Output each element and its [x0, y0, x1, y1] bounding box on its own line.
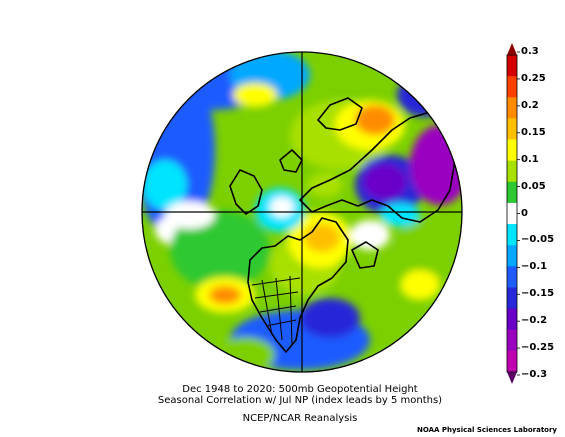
colorbar-segment: [507, 139, 517, 162]
colorbar-segment: [507, 76, 517, 98]
colorbar-segment: [507, 308, 517, 331]
map-title-line2: Seasonal Correlation w/ Jul NP (index le…: [157, 395, 443, 406]
colorbar-segment: [507, 160, 517, 183]
coastlines: [229, 97, 456, 353]
colorbar-segment: [507, 202, 517, 225]
colorbar-max-arrow: [507, 43, 517, 55]
colorbar-segment: [507, 245, 517, 267]
colorbar-tick-label: 0: [521, 207, 528, 219]
colorbar-tick-label: −0.1: [521, 261, 548, 273]
colorbar-tick-label: 0.15: [521, 126, 546, 138]
colorbar-segment: [507, 224, 517, 246]
colorbar: [506, 43, 520, 384]
colorbar-segment: [507, 181, 517, 204]
colorbar-tick-label: −0.05: [521, 234, 555, 246]
colorbar-tick-label: −0.2: [521, 315, 548, 327]
colorbar-segment: [507, 55, 517, 77]
colorbar-segment: [507, 287, 517, 310]
colorbar-segment: [507, 266, 517, 288]
colorbar-tick-label: 0.25: [521, 72, 546, 84]
colorbar-tick-label: 0.3: [521, 46, 539, 57]
credit-label: NOAA Physical Sciences Laboratory: [416, 426, 557, 434]
colorbar-tick-label: 0.05: [521, 180, 546, 192]
dataset-label: NCEP/NCAR Reanalysis: [242, 413, 358, 424]
colorbar-tick-label: −0.15: [521, 288, 555, 300]
colorbar-tick-label: −0.25: [521, 342, 555, 354]
colorbar-segment: [507, 118, 517, 141]
colorbar-segment: [507, 350, 517, 373]
colorbar-min-arrow: [507, 372, 517, 384]
colorbar-tick-label: −0.3: [521, 369, 548, 380]
map-title-line1: Dec 1948 to 2020: 500mb Geopotential Hei…: [182, 384, 418, 395]
state-borders: [251, 275, 301, 345]
graticule: [142, 52, 462, 372]
colorbar-tick-label: 0.2: [521, 99, 539, 111]
colorbar-segment: [507, 329, 517, 352]
colorbar-segment: [507, 97, 517, 119]
colorbar-tick-label: 0.1: [521, 153, 539, 165]
hemisphere-outline: [141, 51, 463, 373]
